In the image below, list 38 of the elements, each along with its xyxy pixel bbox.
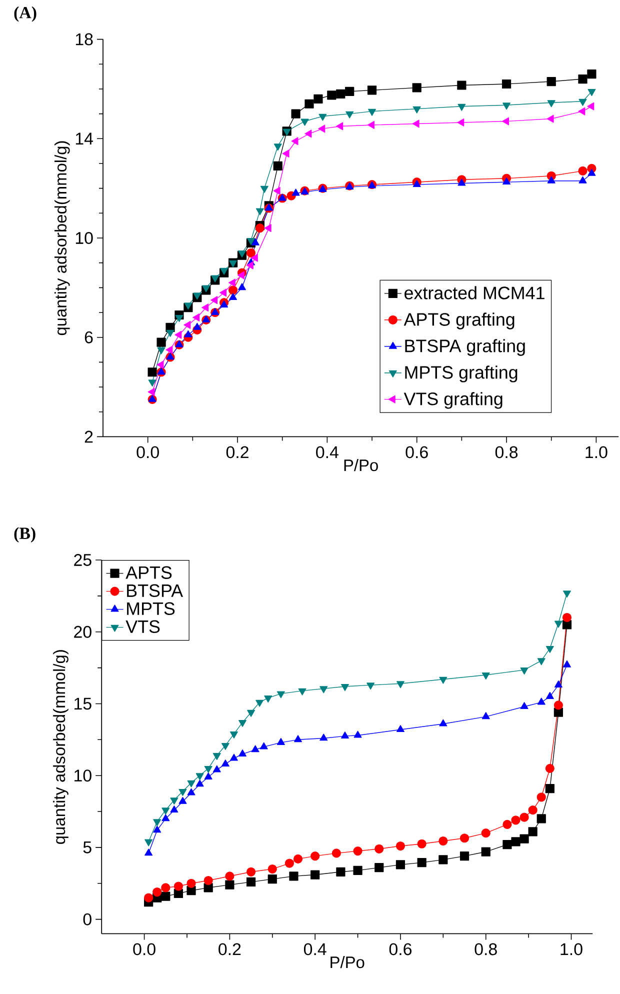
x-axis-title: P/Po: [330, 956, 364, 968]
legend-label: APTS: [126, 566, 172, 579]
legend-label: BTSPA grafting: [405, 339, 525, 356]
y-tick-label: 25: [74, 554, 92, 566]
y-tick-label: 5: [83, 842, 92, 854]
y-tick-label: 0: [83, 913, 92, 926]
y-axis-title: quantity adsorbed(mmol/g): [53, 650, 68, 844]
y-tick-label: 10: [74, 770, 92, 782]
y-tick-label: 14: [76, 132, 93, 144]
y-tick-label: 2: [84, 430, 93, 443]
x-tick-label: 0.6: [406, 446, 428, 458]
y-tick-label: 18: [76, 33, 93, 46]
legend-label: APTS grafting: [404, 312, 514, 330]
legend-label: VTS: [126, 620, 160, 633]
legend-label: MPTS grafting: [405, 366, 518, 382]
x-tick-label: 0.2: [226, 446, 248, 458]
y-tick-label: 10: [76, 232, 93, 244]
x-tick-label: 0.8: [474, 943, 497, 956]
chart-title: (A): [14, 6, 36, 22]
y-tick-label: 15: [74, 698, 92, 710]
chart-title: (B): [14, 527, 36, 542]
x-axis-title: P/Po: [344, 459, 378, 472]
x-tick-label: 0.4: [304, 943, 326, 956]
x-tick-label: 0.0: [133, 943, 156, 956]
legend-label: MPTS: [127, 602, 175, 615]
legend-label: BTSPA: [127, 584, 184, 597]
x-tick-label: 0.2: [218, 943, 241, 956]
x-tick-label: 0.0: [136, 446, 159, 458]
y-tick-label: 6: [84, 331, 93, 344]
y-tick-label: 20: [74, 626, 92, 638]
x-tick-label: 1.0: [586, 446, 608, 458]
x-tick-label: 0.6: [389, 943, 412, 956]
legend-label: extracted MCM41: [404, 286, 544, 300]
x-tick-label: 0.4: [316, 446, 338, 458]
y-axis-title: quantity adsorbed(mmol/g): [54, 141, 70, 336]
x-tick-label: 0.8: [495, 446, 518, 458]
x-tick-label: 1.0: [560, 943, 582, 956]
legend-label: VTS grafting: [404, 392, 502, 409]
